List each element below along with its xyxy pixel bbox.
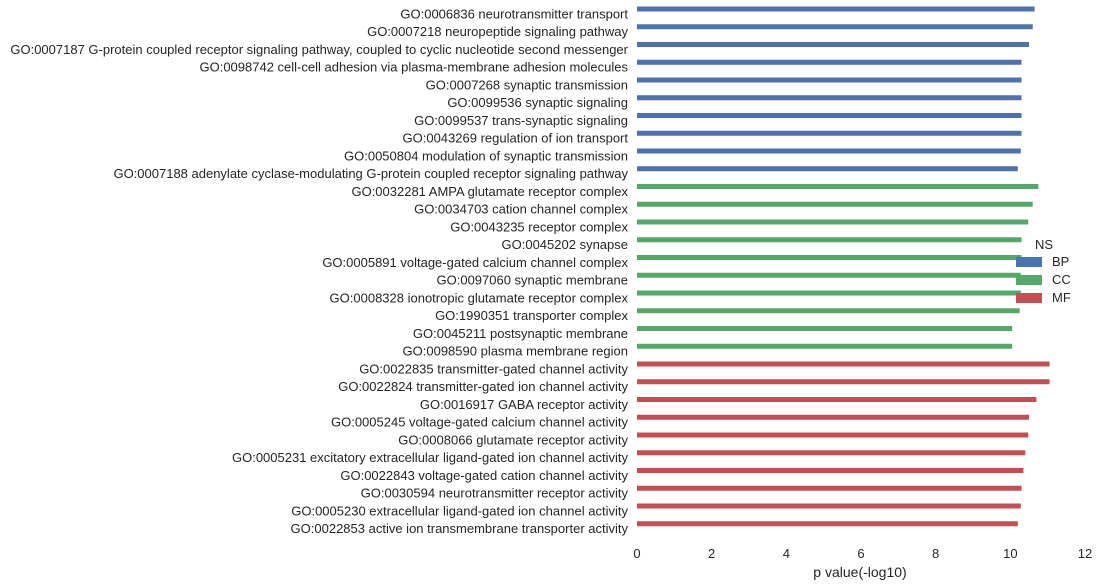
bar-mf <box>637 450 1026 456</box>
category-label: GO:0098742 cell-cell adhesion via plasma… <box>199 60 628 75</box>
x-tick-label: 8 <box>932 546 939 561</box>
category-label: GO:0016917 GABA receptor activity <box>420 397 629 412</box>
bar-mf <box>637 468 1024 473</box>
category-label: GO:0032281 AMPA glutamate receptor compl… <box>351 184 628 199</box>
category-label: GO:0005231 excitatory extracellular liga… <box>232 450 629 465</box>
category-label: GO:0050804 modulation of synaptic transm… <box>344 148 628 163</box>
category-label: GO:0006836 neurotransmitter transport <box>400 6 628 21</box>
category-label: GO:0022835 transmitter-gated channel act… <box>359 361 628 376</box>
category-label: GO:0007268 synaptic transmission <box>426 77 628 92</box>
bar-cc <box>637 308 1020 314</box>
x-tick-label: 2 <box>708 546 715 561</box>
legend-label-bp: BP <box>1052 254 1069 269</box>
category-label: GO:0022853 active ion transmembrane tran… <box>291 521 629 536</box>
x-axis: 0 2 4 6 8 10 12 <box>633 546 1092 561</box>
category-label: GO:0008066 glutamate receptor activity <box>398 432 628 447</box>
bars-layer <box>637 6 1050 527</box>
bar-cc <box>637 184 1039 189</box>
category-label: GO:0008328 ionotropic glutamate receptor… <box>330 290 629 305</box>
bar-cc <box>637 343 1013 349</box>
category-label: GO:0099537 trans-synaptic signaling <box>414 113 628 128</box>
bar-bp <box>637 42 1029 47</box>
x-tick-label: 10 <box>1003 546 1017 561</box>
bar-cc <box>637 201 1033 207</box>
category-label: GO:0022824 transmitter-gated ion channel… <box>338 379 628 394</box>
bar-cc <box>637 219 1029 225</box>
category-label: GO:0030594 neurotransmitter receptor act… <box>361 486 629 501</box>
x-tick-label: 12 <box>1078 546 1092 561</box>
bar-mf <box>637 414 1029 420</box>
legend-label-cc: CC <box>1052 272 1071 287</box>
bar-bp <box>637 113 1022 118</box>
category-label: GO:1990351 transporter complex <box>435 308 628 323</box>
bar-bp <box>637 6 1035 12</box>
category-label: GO:0043269 regulation of ion transport <box>403 131 629 146</box>
category-label: GO:0022843 voltage-gated cation channel … <box>340 468 628 483</box>
legend-swatch-cc <box>1016 275 1042 285</box>
x-tick-label: 6 <box>857 546 864 561</box>
legend-swatch-mf <box>1016 293 1042 303</box>
bar-mf <box>637 379 1050 385</box>
legend-label-mf: MF <box>1052 290 1071 305</box>
bar-bp <box>637 166 1018 172</box>
legend-swatch-bp <box>1016 257 1042 267</box>
bar-bp <box>637 130 1022 136</box>
category-label: GO:0007187 G-protein coupled receptor si… <box>10 42 628 57</box>
x-tick-label: 4 <box>783 546 790 561</box>
bar-bp <box>637 59 1022 65</box>
category-label: GO:0045211 postsynaptic membrane <box>413 326 628 341</box>
bar-bp <box>637 77 1022 83</box>
category-label: GO:0098590 plasma membrane region <box>403 344 628 359</box>
legend-title: NS <box>1035 237 1053 252</box>
category-label: GO:0005891 voltage-gated calcium channel… <box>322 255 628 270</box>
bar-mf <box>637 503 1021 509</box>
x-tick-label: 0 <box>633 546 640 561</box>
bar-cc <box>637 237 1022 243</box>
legend: NS BP CC MF <box>1016 237 1071 305</box>
category-labels: GO:0006836 neurotransmitter transport GO:… <box>10 6 628 536</box>
bar-mf <box>637 485 1022 491</box>
bar-cc <box>637 290 1021 296</box>
category-label: GO:0007188 adenylate cyclase-modulating … <box>113 166 628 181</box>
category-label: GO:0005245 voltage-gated calcium channel… <box>331 415 629 430</box>
bar-bp <box>637 95 1022 101</box>
category-label: GO:0099536 synaptic signaling <box>447 95 628 110</box>
category-label: GO:0097060 synaptic membrane <box>437 273 629 288</box>
bar-mf <box>637 521 1018 527</box>
bar-bp <box>637 148 1021 154</box>
category-label: GO:0005230 extracellular ligand-gated io… <box>291 503 628 518</box>
bar-bp <box>637 24 1033 30</box>
category-label: GO:0034703 cation channel complex <box>414 202 628 217</box>
category-label: GO:0045202 synapse <box>502 237 628 252</box>
x-axis-title: p value(-log10) <box>813 564 906 580</box>
category-label: GO:0043235 receptor complex <box>450 219 628 234</box>
bar-cc <box>637 272 1021 278</box>
category-label: GO:0007218 neuropeptide signaling pathwa… <box>367 24 628 39</box>
bar-cc <box>637 255 1022 260</box>
bar-cc <box>637 326 1013 331</box>
bar-mf <box>637 361 1050 367</box>
bar-mf <box>637 432 1029 438</box>
bar-mf <box>637 397 1037 402</box>
